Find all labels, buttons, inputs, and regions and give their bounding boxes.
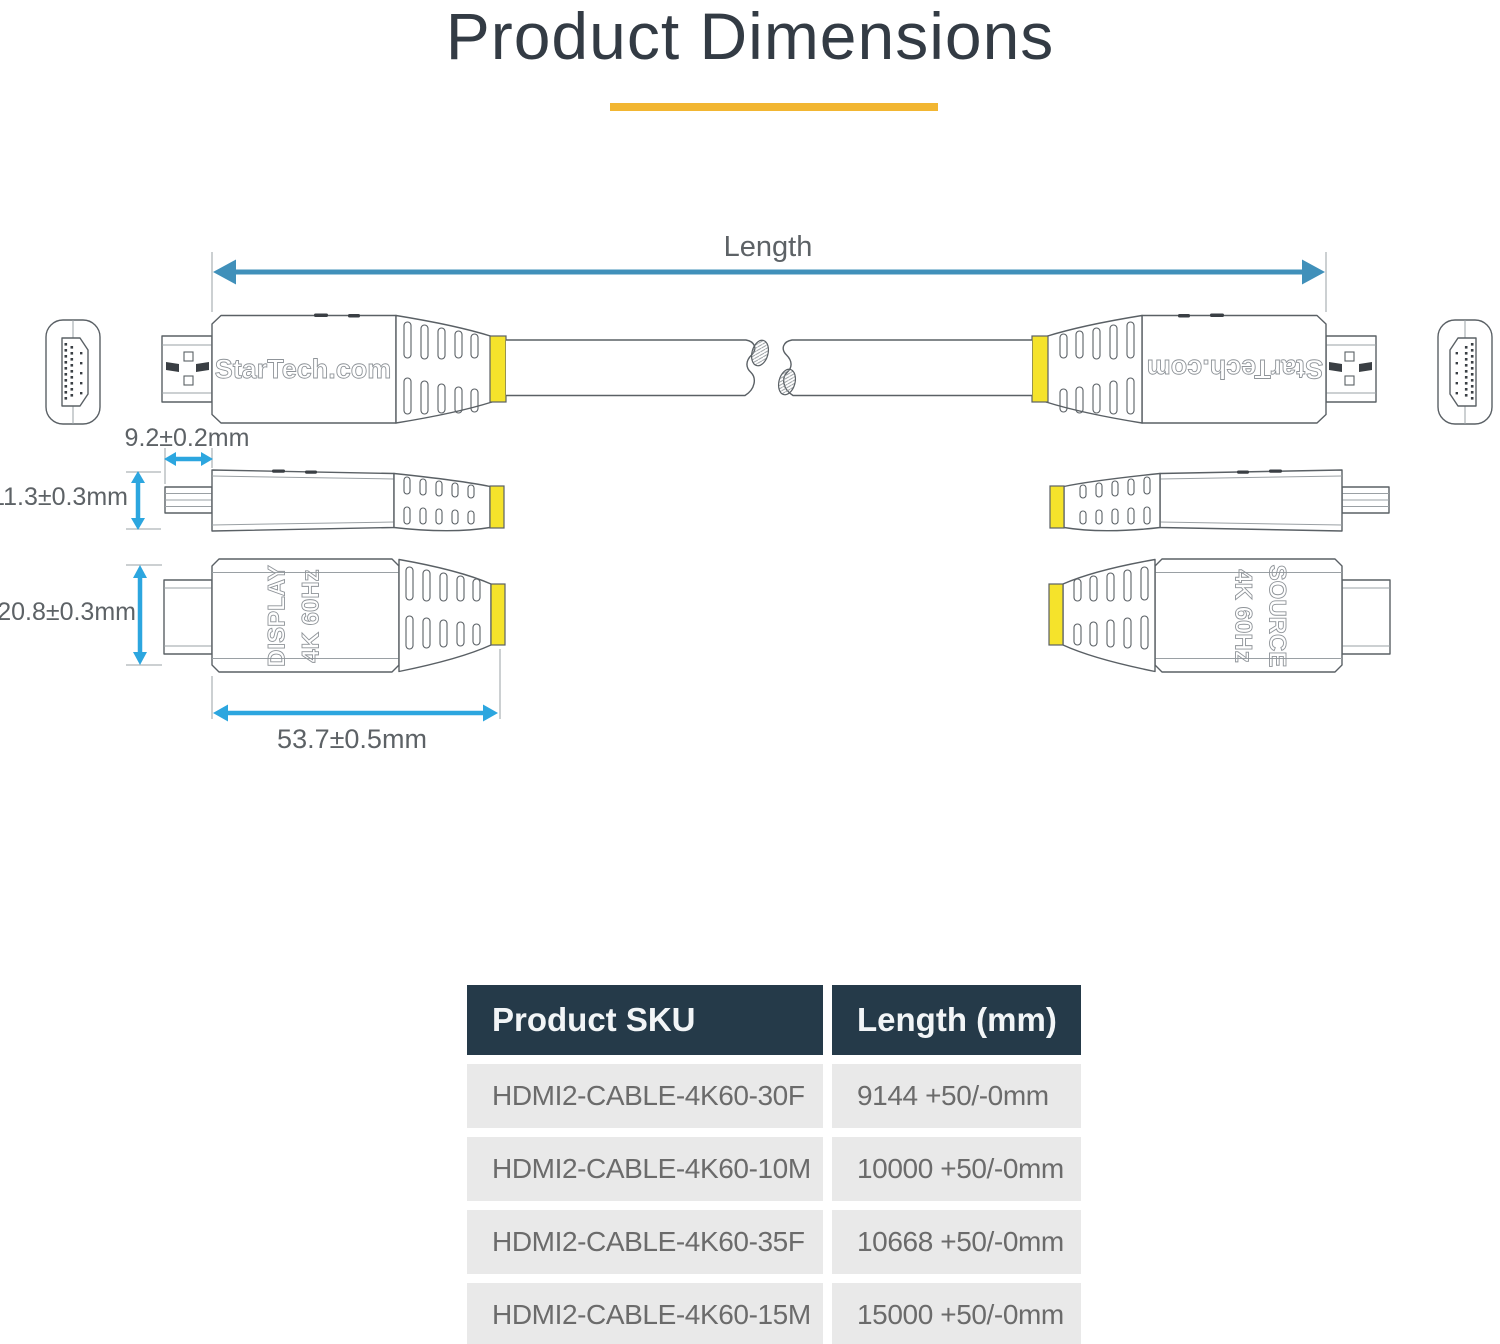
length-cell: 10668 +50/-0mm	[832, 1210, 1081, 1274]
hdmi-port-pins	[64, 343, 83, 400]
cable-break-symbol	[750, 339, 770, 367]
length-dimension-label: Length	[724, 231, 813, 263]
body-height-dimension: 20.8±0.3mm	[0, 564, 162, 666]
sku-length-table: Product SKU Length (mm) HDMI2-CABLE-4K60…	[467, 985, 1081, 1344]
hdmi-plug-tip-side	[163, 579, 213, 655]
column-header-product-sku: Product SKU	[467, 985, 823, 1055]
right-connector-top-view	[1049, 468, 1390, 532]
left-connector-top-view	[164, 469, 505, 532]
table-row: HDMI2-CABLE-4K60-30F 9144 +50/-0mm	[467, 1064, 1081, 1128]
sku-cell: HDMI2-CABLE-4K60-35F	[467, 1210, 823, 1274]
body-thickness-label: 11.3±0.3mm	[0, 483, 128, 511]
yellow-band	[489, 335, 507, 403]
sku-cell: HDMI2-CABLE-4K60-30F	[467, 1064, 823, 1128]
length-cell: 15000 +50/-0mm	[832, 1283, 1081, 1344]
left-connector-assembly-side-view	[45, 313, 507, 425]
length-arrowhead-right	[1302, 259, 1325, 285]
tip-width-label: 9.2±0.2mm	[125, 424, 250, 452]
strain-relief-top	[393, 472, 491, 532]
sku-cell: HDMI2-CABLE-4K60-15M	[467, 1283, 823, 1344]
length-cell: 10000 +50/-0mm	[832, 1137, 1081, 1201]
table-row: HDMI2-CABLE-4K60-10M 10000 +50/-0mm	[467, 1137, 1081, 1201]
connector-body-side	[211, 558, 400, 673]
body-length-label: 53.7±0.5mm	[277, 724, 427, 754]
body-length-dimension: 53.7±0.5mm	[211, 649, 501, 754]
tip-width-dimension: 9.2±0.2mm	[125, 424, 250, 484]
yellow-band	[489, 485, 505, 529]
display-rate-label: 4K 60Hz	[298, 569, 325, 662]
table-row: HDMI2-CABLE-4K60-15M 15000 +50/-0mm	[467, 1283, 1081, 1344]
table-header-row: Product SKU Length (mm)	[467, 985, 1081, 1055]
hdmi-port-front-view-icon	[45, 319, 101, 425]
strain-relief	[395, 314, 493, 424]
column-header-length: Length (mm)	[832, 985, 1081, 1055]
left-connector-labeled-side-view	[163, 558, 506, 673]
length-dimension: Length	[211, 231, 1327, 312]
hdmi-plug-tip	[161, 335, 213, 403]
strain-relief-side	[398, 558, 492, 673]
cable-break-symbol	[777, 368, 797, 396]
brand-logo-left: StarTech.com	[215, 354, 392, 384]
source-rate-label: 4K 60Hz	[1230, 569, 1257, 662]
hdmi-plug-tip-top	[164, 486, 213, 514]
body-height-label: 20.8±0.3mm	[0, 598, 136, 626]
connector-body-top	[211, 469, 395, 532]
cable	[506, 339, 1032, 397]
title-accent-underline	[610, 103, 938, 111]
right-connector-labeled-side-view	[1048, 558, 1391, 673]
page-title: Product Dimensions	[445, 0, 1055, 73]
body-thickness-dimension: 11.3±0.3mm	[0, 471, 161, 530]
table-row: HDMI2-CABLE-4K60-35F 10668 +50/-0mm	[467, 1210, 1081, 1274]
length-arrowhead-left	[213, 259, 236, 285]
sku-cell: HDMI2-CABLE-4K60-10M	[467, 1137, 823, 1201]
display-port-label: DISPLAY	[264, 565, 291, 667]
source-port-label: SOURCE	[1264, 565, 1291, 668]
length-cell: 9144 +50/-0mm	[832, 1064, 1081, 1128]
brand-logo-right: StarTech.com	[1147, 354, 1324, 384]
yellow-band	[490, 583, 506, 646]
